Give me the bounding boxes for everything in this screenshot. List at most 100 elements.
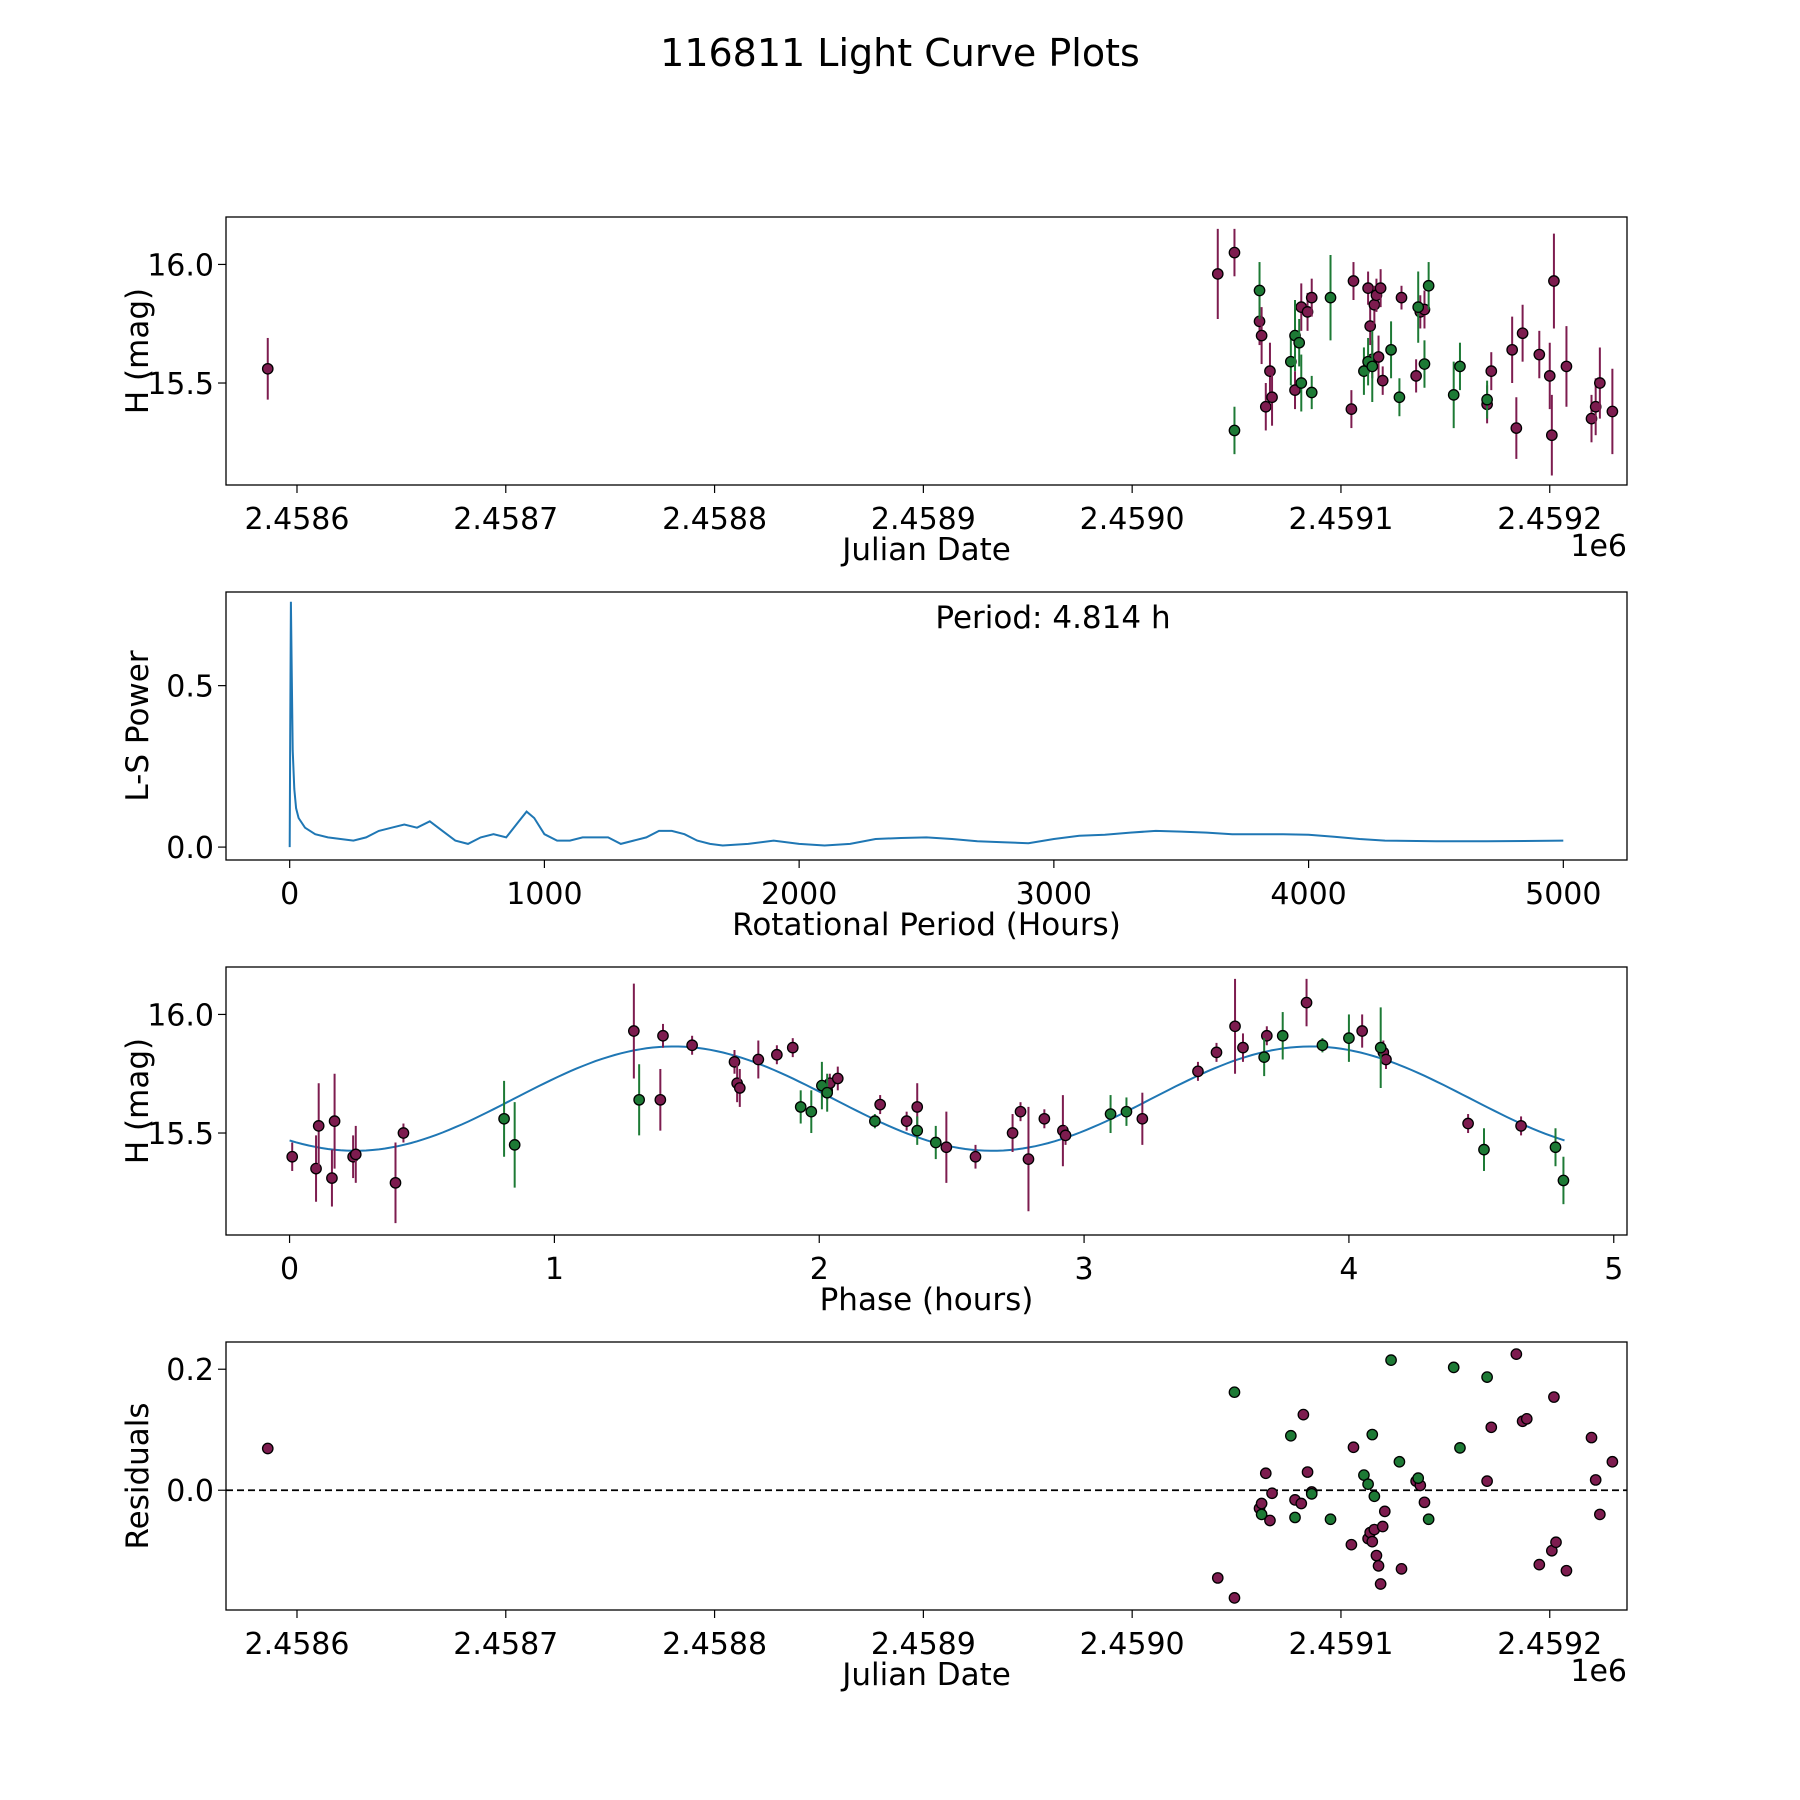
data-point-r [1506, 343, 1519, 356]
y-tick-label: 0.0 [166, 831, 214, 866]
data-point-r [1520, 1412, 1533, 1425]
data-point-r [1366, 1535, 1379, 1548]
data-point-r [1345, 1538, 1358, 1551]
data-point-g [1120, 1105, 1133, 1118]
data-point-g [1295, 377, 1308, 389]
x-tick-label: 1000 [506, 877, 582, 912]
figure-title: 116811 Light Curve Plots [660, 31, 1140, 75]
data-point-g [1366, 1428, 1379, 1441]
data-point-r [1372, 1559, 1385, 1572]
data-point-r [1550, 1536, 1562, 1549]
data-point-r [1211, 268, 1224, 280]
x-axis-label: Julian Date [840, 532, 1011, 568]
x-tick-label: 2.4591 [1288, 502, 1393, 537]
y-axis-label: L-S Power [120, 650, 156, 801]
data-point-g [805, 1105, 818, 1118]
data-point-r [1006, 1127, 1019, 1139]
data-point-r [1585, 1431, 1598, 1444]
data-point-r [1059, 1129, 1072, 1142]
data-point-r [1606, 1455, 1619, 1468]
data-point-g [1393, 1455, 1406, 1468]
data-point-g [508, 1139, 521, 1151]
data-point-r [1548, 275, 1560, 287]
data-point-r [628, 1025, 640, 1037]
data-point-r [1022, 1153, 1035, 1165]
data-point-g [1255, 1508, 1268, 1521]
data-point-r [1510, 422, 1523, 434]
y-axis-label: Residuals [120, 1402, 156, 1549]
fit-curve [289, 1045, 1565, 1152]
x-tick-label: 0 [280, 1252, 299, 1287]
data-point-g [498, 1112, 510, 1125]
data-point-g [1412, 301, 1425, 313]
data-point-g [1284, 355, 1297, 368]
x-tick-label: 2.4592 [1497, 1627, 1602, 1662]
x-tick-label: 0 [280, 877, 299, 912]
data-point-r [1229, 1020, 1241, 1033]
y-tick-label: 0.0 [166, 1474, 214, 1509]
data-point-r [1395, 291, 1408, 304]
x-tick-label: 2.4589 [871, 502, 976, 537]
x-tick-label: 5000 [1525, 877, 1601, 912]
data-point-r [1038, 1112, 1051, 1125]
x-offset-label: 1e6 [1570, 529, 1627, 564]
data-point-r [1255, 329, 1268, 342]
data-point-r [1345, 403, 1358, 415]
x-tick-label: 1 [545, 1252, 564, 1287]
data-point-g [794, 1101, 807, 1113]
x-tick-label: 2.4586 [244, 1627, 349, 1662]
x-offset-label: 1e6 [1570, 1654, 1627, 1689]
data-point-r [1259, 400, 1272, 413]
data-point-r [1300, 996, 1313, 1009]
y-axis-label: H (mag) [120, 1038, 156, 1164]
axes-frame [225, 966, 1628, 1236]
periodogram-line [288, 601, 1564, 848]
data-point-r [1380, 1053, 1392, 1066]
axes-frame [225, 216, 1628, 486]
y-axis-label: H (mag) [120, 288, 156, 414]
data-point-g [1393, 391, 1406, 404]
data-point-r [1370, 1549, 1383, 1562]
x-tick-label: 3000 [1016, 877, 1092, 912]
data-point-r [1560, 1564, 1573, 1577]
data-point-r [1364, 320, 1377, 332]
data-point-r [1211, 1572, 1224, 1584]
period-annotation: Period: 4.814 h [935, 600, 1170, 636]
y-tick-label: 0.2 [166, 1353, 214, 1388]
data-point-r [1485, 365, 1498, 378]
x-tick-label: 2000 [761, 877, 837, 912]
data-point-r [911, 1101, 924, 1113]
data-point-r [1594, 377, 1606, 389]
data-point-r [786, 1041, 799, 1054]
x-tick-label: 2 [810, 1252, 829, 1287]
data-point-r [1462, 1117, 1474, 1130]
axes-frame [225, 1341, 1628, 1611]
data-point-g [1478, 1143, 1490, 1156]
x-tick-label: 2.4588 [662, 1627, 767, 1662]
data-point-g [1284, 1429, 1297, 1442]
data-point-r [940, 1141, 953, 1154]
data-point-r [1533, 1558, 1546, 1571]
data-point-r [1374, 1578, 1387, 1590]
data-point-r [686, 1039, 698, 1052]
data-point-r [1362, 282, 1374, 295]
data-point-r [1228, 1592, 1241, 1604]
data-point-r [1516, 327, 1529, 340]
data-point-g [1549, 1141, 1562, 1154]
data-point-g [929, 1136, 942, 1149]
data-point-g [1305, 386, 1318, 399]
data-point-r [1510, 1348, 1523, 1360]
data-point-r [1266, 1487, 1278, 1500]
data-point-r [1295, 1497, 1308, 1510]
data-point-r [1533, 348, 1546, 361]
axes-frame [225, 591, 1628, 861]
data-point-r [261, 1442, 274, 1455]
data-point-r [326, 1172, 338, 1184]
data-point-r [1378, 1505, 1391, 1518]
data-point-g [1305, 1487, 1318, 1500]
y-tick-label: 15.5 [147, 367, 214, 402]
data-point-g [1324, 291, 1337, 304]
data-point-r [389, 1176, 402, 1189]
